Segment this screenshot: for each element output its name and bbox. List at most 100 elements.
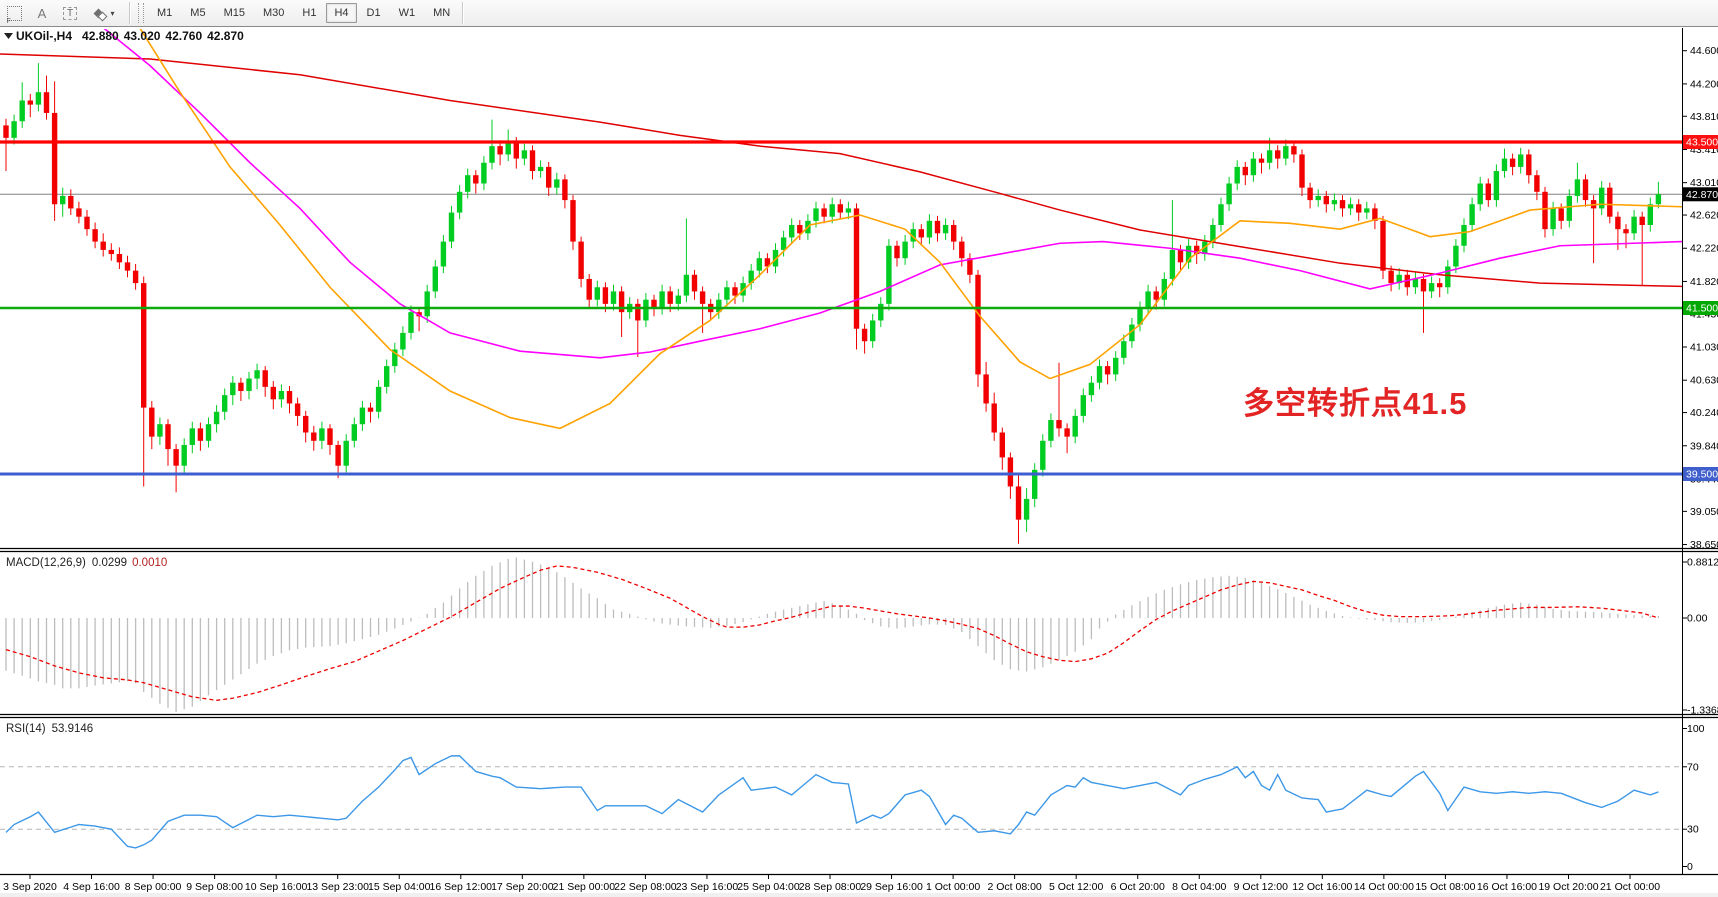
timeframe-button-W1[interactable]: W1 xyxy=(398,7,416,19)
price-badge-42.870 xyxy=(1683,187,1718,202)
time-tick-label: 23 Sep 16:00 xyxy=(676,881,739,893)
timeframe-button-D1[interactable]: D1 xyxy=(366,7,381,19)
price-tick-label: 43.010 xyxy=(1690,177,1718,189)
candle xyxy=(448,205,455,249)
candle xyxy=(1210,218,1216,249)
candle xyxy=(100,233,106,257)
candle xyxy=(1574,162,1581,203)
chart-annotation-text[interactable]: 多空转折点41.5 xyxy=(1243,386,1468,421)
candle xyxy=(1607,182,1613,224)
candle xyxy=(1032,463,1038,508)
candle xyxy=(748,264,754,290)
candle xyxy=(497,140,503,166)
macd-axis-label: 0.00 xyxy=(1687,613,1708,625)
candle xyxy=(991,392,997,441)
candle xyxy=(465,168,471,199)
candle xyxy=(999,427,1005,470)
candle xyxy=(1461,218,1467,253)
price-tick-label: 39.840 xyxy=(1690,440,1718,452)
timeframe-button-H1[interactable]: H1 xyxy=(302,7,317,19)
candle xyxy=(505,129,511,162)
timeframe-button-M30[interactable]: M30 xyxy=(262,7,285,19)
time-tick-label: 8 Sep 00:00 xyxy=(125,881,182,893)
candle xyxy=(35,63,42,112)
candle xyxy=(278,384,285,408)
timeframe-button-M1[interactable]: M1 xyxy=(157,7,173,19)
candle xyxy=(1599,181,1605,216)
candle xyxy=(270,381,276,410)
candle xyxy=(1121,334,1127,365)
candle xyxy=(84,210,90,236)
price-badge-43.500 xyxy=(1683,135,1718,149)
candle xyxy=(1542,186,1548,238)
timeframe-button-MN[interactable]: MN xyxy=(433,7,451,19)
snap-grid-button[interactable]: F xyxy=(1,2,27,25)
candle xyxy=(1015,475,1022,544)
text-box-button[interactable]: T xyxy=(57,2,83,24)
candle xyxy=(716,293,722,319)
text-label-button[interactable]: A xyxy=(29,2,55,24)
time-tick-label: 1 Oct 00:00 xyxy=(926,881,980,893)
candle xyxy=(1088,376,1095,402)
candle xyxy=(384,359,390,394)
candle xyxy=(205,417,212,448)
candle xyxy=(367,402,374,423)
candle xyxy=(116,247,123,269)
candle xyxy=(861,323,868,354)
candle xyxy=(1396,268,1402,290)
price-badge-39.500 xyxy=(1683,467,1718,481)
time-tick-label: 13 Sep 23:00 xyxy=(306,881,369,893)
time-tick-label: 4 Sep 16:00 xyxy=(63,881,120,893)
timeframe-button-H4[interactable]: H4 xyxy=(326,3,357,23)
symbol-dropdown-icon[interactable] xyxy=(4,33,13,39)
timeframe-button-M5[interactable]: M5 xyxy=(190,7,206,19)
pane-splitter[interactable] xyxy=(0,714,1718,718)
candle xyxy=(173,444,179,493)
candle xyxy=(562,174,568,209)
candle xyxy=(68,189,74,216)
time-tick-label: 28 Sep 08:00 xyxy=(799,881,862,893)
candle xyxy=(481,156,487,191)
pane-splitter[interactable] xyxy=(0,548,1718,552)
candle xyxy=(1007,452,1014,499)
candle xyxy=(286,386,293,414)
candle xyxy=(1315,189,1321,207)
candle xyxy=(529,145,536,180)
candle xyxy=(416,308,422,332)
candle xyxy=(189,421,195,454)
candle xyxy=(659,284,665,315)
time-tick-label: 5 Oct 12:00 xyxy=(1049,881,1103,893)
price-tick-label: 41.030 xyxy=(1690,342,1718,354)
time-tick-label: 9 Oct 12:00 xyxy=(1234,881,1288,893)
candle xyxy=(343,434,349,473)
shapes-button[interactable]: ▾ xyxy=(85,2,125,24)
rsi-label: RSI(14) 53.9146 xyxy=(6,723,93,735)
candle xyxy=(821,203,827,224)
timeframe-button-M15[interactable]: M15 xyxy=(223,7,245,19)
dropdown-caret-icon[interactable]: ▾ xyxy=(110,8,115,18)
time-tick-label: 15 Sep 04:00 xyxy=(368,881,431,893)
candle xyxy=(1655,181,1662,209)
candle xyxy=(853,203,860,350)
candle xyxy=(586,273,592,308)
price-tick-label: 40.240 xyxy=(1690,407,1718,419)
toolbar-grip[interactable] xyxy=(138,3,144,23)
ma-orange-line xyxy=(139,29,1682,430)
candle xyxy=(1072,409,1078,444)
candle xyxy=(1145,284,1151,315)
rsi-axis-label: 100 xyxy=(1687,723,1705,735)
candle xyxy=(197,422,204,451)
price-tick-label: 42.220 xyxy=(1690,243,1718,255)
candle xyxy=(610,284,617,311)
candle xyxy=(149,400,155,450)
candle xyxy=(213,405,220,433)
candle xyxy=(1323,190,1329,213)
candle xyxy=(918,224,924,246)
symbol-header[interactable]: UKOil-,H4 42.880 43.020 42.760 42.870 xyxy=(16,29,244,43)
rsi-line xyxy=(5,755,1659,849)
candle xyxy=(797,220,803,240)
rsi-axis-label: 70 xyxy=(1687,761,1699,773)
text-label-icon: A xyxy=(37,5,47,21)
price-tick-label: 39.050 xyxy=(1690,506,1718,518)
